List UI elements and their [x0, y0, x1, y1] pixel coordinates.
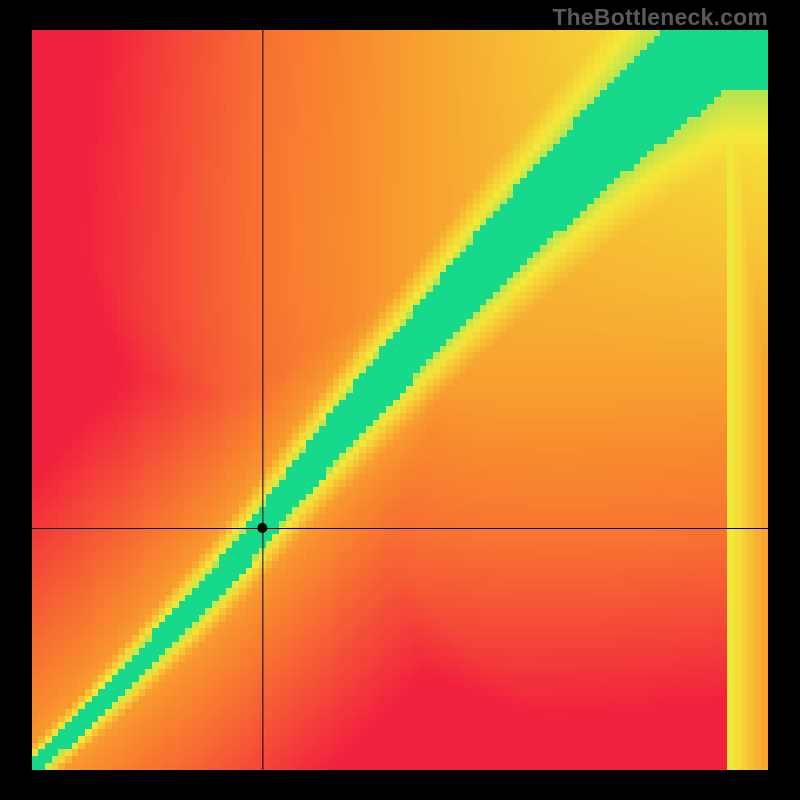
- chart-container: TheBottleneck.com: [0, 0, 800, 800]
- watermark-text: TheBottleneck.com: [552, 4, 768, 31]
- bottleneck-heatmap: [32, 30, 768, 770]
